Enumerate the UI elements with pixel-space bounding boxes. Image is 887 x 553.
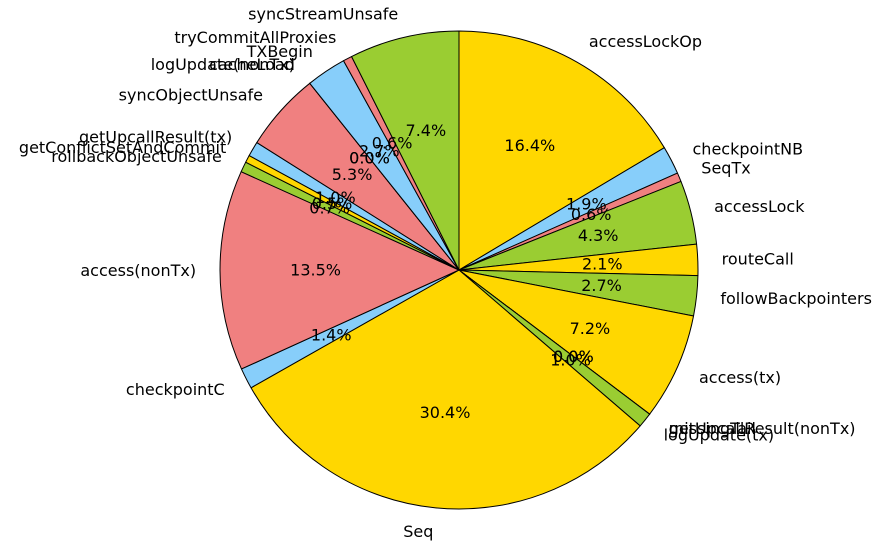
pct-label-logupdate-tx: 1.0% (550, 351, 591, 370)
slice-label-logupdate-tx: logUpdate(tx) (664, 426, 775, 445)
slice-label-cacheload: cacheLoad (209, 55, 295, 74)
pct-label-accesslock: 4.3% (578, 226, 619, 245)
pct-label-seqtx: 0.6% (571, 205, 612, 224)
pct-label-checkpointnb: 1.9% (566, 195, 607, 214)
slice-label-checkpointc: checkpointC (126, 380, 225, 399)
slice-label-getupcallresult-nontx: getUpcallResult(nonTx) (669, 419, 856, 438)
slice-label-accesslock: accessLock (714, 197, 805, 216)
pct-label-getupcallresult-tx: 1.0% (315, 188, 356, 207)
slice-label-routecall: routeCall (722, 249, 794, 268)
pct-label-missingtail: 0.0% (553, 347, 594, 366)
pie-slice-access-tx (458, 269, 695, 415)
slice-label-access-tx: access(tx) (699, 368, 781, 387)
pct-label-trycommitallproxies: 0.6% (372, 134, 413, 153)
pct-label-cacheload: 0.0% (349, 148, 390, 167)
slice-label-rollbackobjectunsafe: rollbackObjectUnsafe (51, 147, 222, 166)
pie-slice-accesslockop (458, 30, 665, 271)
pct-label-seq: 30.4% (420, 403, 471, 422)
percentage-labels: 16.4%1.9%0.6%4.3%2.1%2.7%7.2%0.0%0.0%1.0… (290, 121, 622, 422)
slice-label-access-nontx: access(nonTx) (80, 261, 196, 280)
pct-label-routecall: 2.1% (582, 254, 623, 273)
slice-label-accesslockop: accessLockOp (589, 32, 702, 51)
pct-label-rollbackobjectunsafe: 0.7% (309, 199, 350, 218)
slice-label-txbegin: TXBegin (246, 42, 313, 61)
pct-label-access-nontx: 13.5% (290, 261, 341, 280)
pct-label-getconflictsetandcommit: 0.5% (312, 194, 353, 213)
pct-label-checkpointc: 1.4% (311, 326, 352, 345)
slice-label-trycommitallproxies: tryCommitAllProxies (174, 28, 336, 47)
pct-label-getupcallresult-nontx: 0.0% (553, 347, 594, 366)
pct-label-access-tx: 7.2% (570, 319, 611, 338)
slice-label-missingtail: missingTail (669, 419, 756, 438)
slice-label-syncobjectunsafe: syncObjectUnsafe (119, 85, 263, 104)
slice-label-getconflictsetandcommit: getConflictSetAndCommit (19, 138, 226, 157)
pie-slice-access-nontx (219, 171, 460, 370)
pie-slice-seq (250, 269, 641, 510)
slice-label-followbackpointers: followBackpointers (720, 289, 872, 308)
slice-label-seqtx: SeqTx (701, 158, 750, 177)
slice-label-getupcallresult-tx: getUpcallResult(tx) (79, 127, 232, 146)
pct-label-syncstreamunsafe: 7.4% (406, 121, 447, 140)
pct-label-syncobjectunsafe: 5.3% (332, 165, 373, 184)
pie-slices (219, 30, 699, 510)
pct-label-logupdate-nontx: 0.0% (349, 148, 390, 167)
pct-label-followbackpointers: 2.7% (581, 276, 622, 295)
pct-label-accesslockop: 16.4% (504, 136, 555, 155)
slice-label-syncstreamunsafe: syncStreamUnsafe (248, 5, 398, 24)
slice-label-checkpointnb: checkpointNB (693, 140, 804, 159)
pct-label-txbegin: 2.7% (359, 141, 400, 160)
slice-label-logupdate-nontx: logUpdate(nonTx) (151, 55, 295, 74)
slice-label-seq: Seq (403, 522, 433, 541)
pie-slice-syncstreamunsafe (351, 30, 460, 271)
